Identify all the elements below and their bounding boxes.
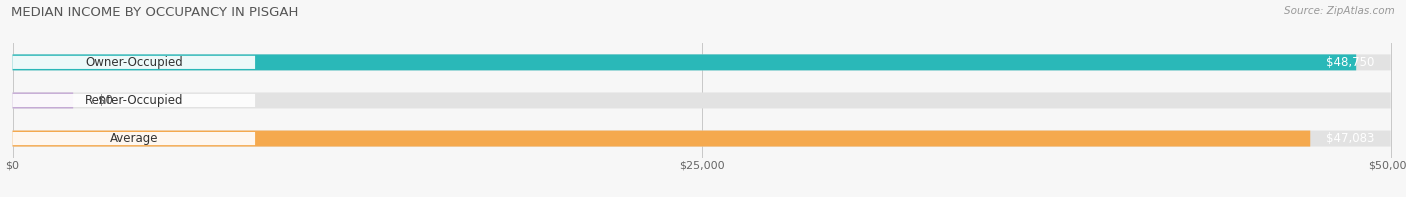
Text: $48,750: $48,750 bbox=[1326, 56, 1374, 69]
FancyBboxPatch shape bbox=[13, 92, 1391, 109]
FancyBboxPatch shape bbox=[13, 94, 254, 107]
Text: Source: ZipAtlas.com: Source: ZipAtlas.com bbox=[1284, 6, 1395, 16]
FancyBboxPatch shape bbox=[13, 54, 1357, 70]
FancyBboxPatch shape bbox=[13, 92, 73, 109]
Text: Owner-Occupied: Owner-Occupied bbox=[84, 56, 183, 69]
FancyBboxPatch shape bbox=[13, 54, 1391, 70]
Text: $47,083: $47,083 bbox=[1326, 132, 1374, 145]
Text: MEDIAN INCOME BY OCCUPANCY IN PISGAH: MEDIAN INCOME BY OCCUPANCY IN PISGAH bbox=[11, 6, 298, 19]
Text: $0: $0 bbox=[98, 94, 112, 107]
Text: Average: Average bbox=[110, 132, 157, 145]
FancyBboxPatch shape bbox=[13, 131, 1391, 147]
FancyBboxPatch shape bbox=[13, 56, 254, 69]
FancyBboxPatch shape bbox=[13, 131, 1310, 147]
Text: Renter-Occupied: Renter-Occupied bbox=[84, 94, 183, 107]
FancyBboxPatch shape bbox=[13, 132, 254, 145]
